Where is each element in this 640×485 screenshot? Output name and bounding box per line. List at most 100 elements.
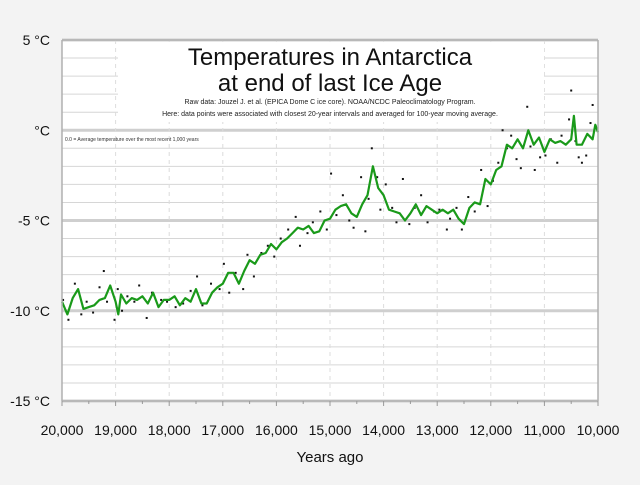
data-point xyxy=(201,304,204,307)
data-point xyxy=(486,205,489,208)
chart-title-line-2: at end of last Ice Age xyxy=(218,70,442,97)
y-tick-label: -10 °C xyxy=(10,303,50,319)
data-point xyxy=(98,286,101,289)
data-point xyxy=(467,196,470,199)
data-point xyxy=(273,255,276,258)
data-point xyxy=(556,161,559,164)
data-point xyxy=(591,103,594,106)
data-point xyxy=(560,134,563,137)
data-point xyxy=(455,206,458,209)
data-point xyxy=(497,161,500,164)
data-point xyxy=(252,275,255,278)
moving-average-line xyxy=(60,114,600,316)
data-point xyxy=(460,228,463,231)
x-tick-label: 13,000 xyxy=(416,422,459,438)
x-tick-label: 10,000 xyxy=(577,422,620,438)
x-axis-label: Years ago xyxy=(296,449,363,466)
data-point xyxy=(298,244,301,247)
data-point xyxy=(126,295,129,298)
data-point xyxy=(113,318,116,321)
data-point xyxy=(189,289,192,292)
data-point xyxy=(501,129,504,132)
data-point xyxy=(260,251,263,254)
data-point xyxy=(210,282,213,285)
data-point xyxy=(325,228,328,231)
chart-subtitle-line-2: Here: data points were associated with c… xyxy=(162,111,498,118)
title-box: Temperatures in Antarctica at end of las… xyxy=(118,42,544,122)
x-tick-label: 20,000 xyxy=(41,422,84,438)
baseline-note: 0.0 = Average temperature over the most … xyxy=(65,137,199,143)
data-point xyxy=(319,210,322,213)
data-point xyxy=(102,270,105,273)
data-point xyxy=(420,194,423,197)
data-point xyxy=(379,208,382,211)
y-tick-label: 5 °C xyxy=(23,32,50,48)
x-tick-label: 16,000 xyxy=(255,422,298,438)
x-tick-label: 18,000 xyxy=(148,422,191,438)
data-point xyxy=(73,282,76,285)
data-point xyxy=(426,221,429,224)
data-point xyxy=(121,309,124,312)
data-point xyxy=(585,154,588,157)
data-point xyxy=(85,300,88,303)
data-point xyxy=(67,318,70,321)
data-point xyxy=(438,208,441,211)
x-tick-label: 12,000 xyxy=(469,422,512,438)
data-point xyxy=(166,300,169,303)
y-tick-label: -5 °C xyxy=(18,213,50,229)
data-point xyxy=(395,221,398,224)
data-point xyxy=(234,271,237,274)
data-point xyxy=(360,176,363,179)
data-point xyxy=(196,275,199,278)
x-tick-label: 17,000 xyxy=(201,422,244,438)
chart-title-line-1: Temperatures in Antarctica xyxy=(188,44,473,71)
data-point xyxy=(160,298,163,301)
data-point xyxy=(589,122,592,125)
data-point xyxy=(519,167,522,170)
axes: 20,000 19,000 18,000 17,000 16,000 15,000 14,0… xyxy=(10,32,619,438)
y-tick-label: -15 °C xyxy=(10,393,50,409)
data-point xyxy=(287,228,290,231)
data-point xyxy=(62,298,65,301)
data-point xyxy=(568,118,571,121)
data-point xyxy=(182,302,185,305)
data-point xyxy=(294,215,297,218)
data-point xyxy=(306,232,309,235)
data-point xyxy=(539,156,542,159)
data-point xyxy=(401,177,404,180)
data-point xyxy=(218,288,221,291)
data-point xyxy=(335,214,338,217)
data-point xyxy=(570,89,573,92)
data-point xyxy=(246,253,249,256)
data-point xyxy=(106,300,109,303)
data-point xyxy=(364,230,367,233)
data-point xyxy=(266,244,269,247)
data-point xyxy=(480,168,483,171)
data-point xyxy=(367,197,370,200)
data-point xyxy=(242,288,245,291)
data-point xyxy=(92,311,95,314)
data-point xyxy=(116,288,119,291)
x-tick-label: 11,000 xyxy=(524,422,566,438)
data-point xyxy=(529,145,532,148)
x-tick-label: 14,000 xyxy=(362,422,405,438)
data-point xyxy=(510,134,513,137)
x-tick-label: 15,000 xyxy=(309,422,352,438)
data-point xyxy=(145,316,148,319)
data-point xyxy=(279,237,282,240)
data-point xyxy=(544,154,547,157)
data-point xyxy=(348,219,351,222)
data-point xyxy=(408,223,411,226)
data-point xyxy=(391,206,394,209)
data-point xyxy=(473,210,476,213)
chart-subtitle-line-1: Raw data: Jouzel J. et al. (EPICA Dome C… xyxy=(185,99,476,106)
data-point xyxy=(341,194,344,197)
data-point xyxy=(445,228,448,231)
data-point xyxy=(526,105,529,108)
data-point xyxy=(80,313,83,316)
data-point xyxy=(330,172,333,175)
data-point xyxy=(228,291,231,294)
data-point xyxy=(376,176,379,179)
data-point xyxy=(533,168,536,171)
